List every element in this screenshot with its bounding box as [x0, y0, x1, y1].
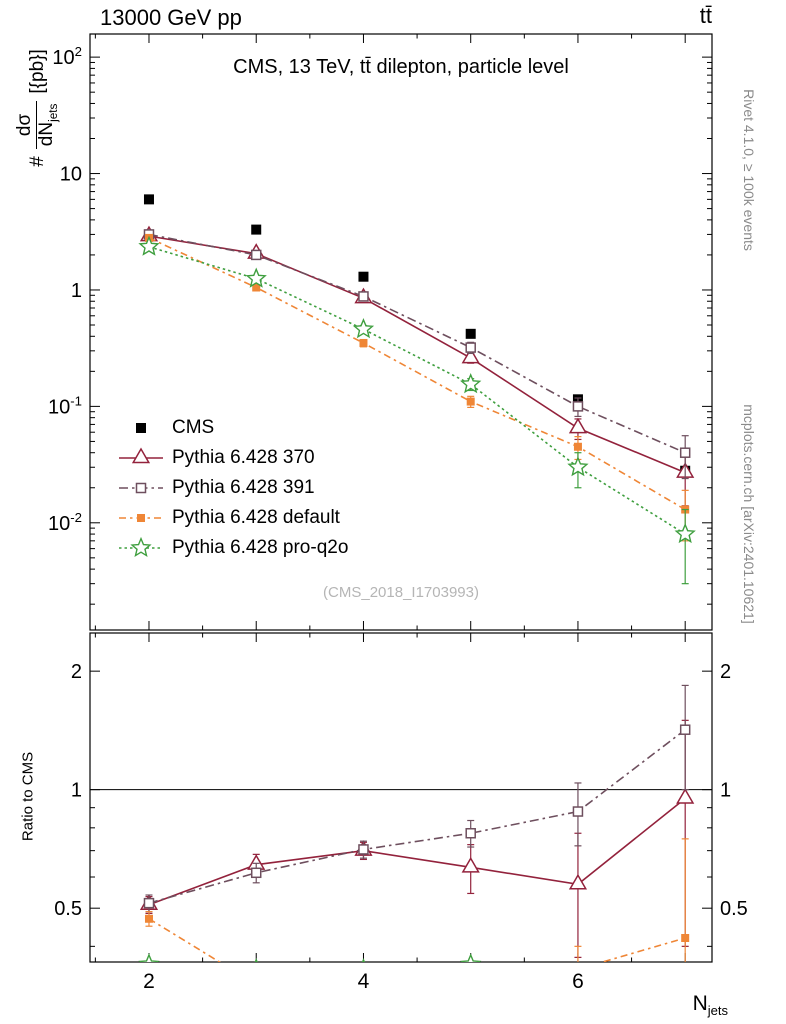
- analysis-id-watermark: (CMS_2018_I1703993): [323, 584, 479, 601]
- y-axis-label-denominator: dNjets: [36, 100, 61, 150]
- y-axis-label-prefix: #: [27, 156, 48, 167]
- legend-item-pythia-370: Pythia 6.428 370: [118, 443, 348, 473]
- ratio-panel-frame: [89, 632, 713, 963]
- y-axis-label-fraction: dσ dNjets: [14, 100, 61, 150]
- process-label: tt̄: [699, 3, 712, 28]
- beam-energy-label: 13000 GeV pp: [100, 5, 242, 30]
- series-pythia-391: [143, 229, 691, 480]
- x-axis-label: Njets: [692, 992, 728, 1019]
- legend-marker-cms: [136, 423, 146, 433]
- tick-labels: 102 10 1 10-1 10-2 0.5 0.5 1 1 2 2 2 4 6: [48, 44, 748, 993]
- main-panel-frame: [89, 33, 713, 631]
- legend-marker-pythia-391: [119, 482, 163, 494]
- legend-label: Pythia 6.428 370: [172, 447, 315, 468]
- svg-text:1: 1: [71, 780, 82, 802]
- legend-item-pythia-pro-q2o: Pythia 6.428 pro-q2o: [118, 533, 348, 563]
- svg-text:0.5: 0.5: [54, 898, 82, 920]
- legend-marker-pythia-pro-q2o: [119, 536, 163, 558]
- axes: [89, 33, 713, 963]
- legend-item-pythia-391: Pythia 6.428 391: [118, 473, 348, 503]
- y-axis-label: # dσ dNjets [{pb}]: [10, 24, 66, 192]
- svg-text:0.5: 0.5: [720, 898, 748, 920]
- svg-text:10-1: 10-1: [48, 393, 82, 418]
- legend-label: CMS: [172, 417, 215, 438]
- legend-label: Pythia 6.428 391: [172, 477, 315, 498]
- legend-label: Pythia 6.428 default: [172, 507, 340, 528]
- svg-text:1: 1: [71, 280, 82, 302]
- series-pythia-370: [139, 719, 695, 958]
- svg-text:2: 2: [143, 970, 155, 993]
- legend-marker-pythia-default: [119, 514, 163, 522]
- ratio-y-axis-label: Ratio to CMS: [19, 751, 37, 842]
- plot-title: CMS, 13 TeV, tt̄ dilepton, particle leve…: [233, 56, 569, 78]
- svg-text:10-2: 10-2: [48, 510, 82, 535]
- legend-item-cms: CMS: [118, 413, 348, 443]
- legend: CMS Pythia 6.428 370 Pythia 6.428 391 Pythi…: [118, 413, 348, 563]
- rivet-version-label: Rivet 4.1.0, ≥ 100k events: [741, 89, 757, 251]
- legend-marker-pythia-370: [119, 447, 163, 464]
- series-pythia-pro-q2o: [138, 235, 696, 585]
- svg-text:6: 6: [572, 970, 584, 993]
- legend-label: Pythia 6.428 pro-q2o: [172, 537, 349, 558]
- legend-item-pythia-default: Pythia 6.428 default: [118, 503, 348, 533]
- svg-text:4: 4: [358, 970, 370, 993]
- svg-text:102: 102: [52, 44, 82, 69]
- series-pythia-default: [144, 838, 690, 962]
- svg-text:2: 2: [720, 661, 731, 683]
- series-pythia-391: [143, 684, 691, 913]
- svg-text:1: 1: [720, 780, 731, 802]
- svg-text:2: 2: [71, 661, 82, 683]
- y-axis-label-unit: [{pb}]: [27, 49, 48, 94]
- y-axis-label-numerator: dσ: [14, 113, 36, 137]
- svg-text:10: 10: [60, 164, 82, 186]
- mcplots-reference-label: mcplots.cern.ch [arXiv:2401.10621]: [741, 404, 757, 624]
- series-pythia-pro-q2o: [138, 953, 482, 962]
